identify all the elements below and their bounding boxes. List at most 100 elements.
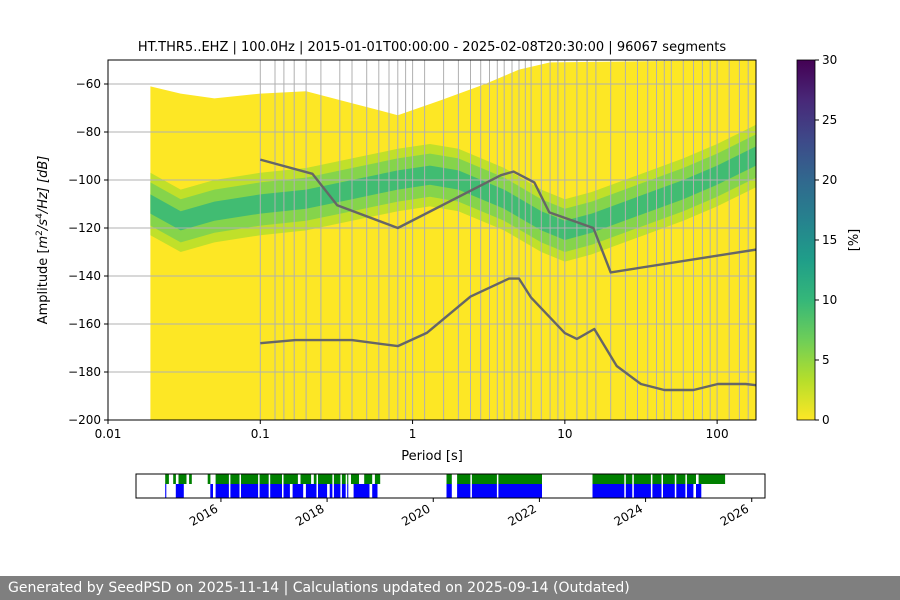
availability-tick-label: 2026	[718, 501, 751, 528]
availability-span-available	[215, 484, 290, 498]
y-label-post: /Hz] [dB]	[36, 156, 51, 215]
availability-gap	[199, 474, 202, 498]
colorbar: 0 5 10 15 20 25 30 [%]	[796, 53, 862, 427]
availability-gap	[239, 474, 241, 498]
noise-model-lines	[259, 158, 756, 392]
colorbar-tick-label: 10	[822, 293, 837, 307]
availability-span-available	[446, 484, 452, 498]
availability-tick-label: 2016	[187, 501, 220, 528]
availability-tick-label: 2020	[399, 501, 432, 528]
availability-bars	[165, 474, 726, 498]
y-tick-label: −100	[68, 173, 101, 187]
chart-title: HT.THR5..EHZ | 100.0Hz | 2015-01-01T00:0…	[138, 40, 726, 55]
grid-lines	[108, 60, 756, 420]
availability-gap	[332, 474, 334, 498]
availability-span-calculated	[189, 474, 192, 484]
availability-tick-label: 2018	[293, 501, 326, 528]
availability-gap	[345, 474, 348, 498]
y-tick-label: −120	[68, 221, 101, 235]
density-band-2	[150, 146, 756, 240]
series-line-nlnm	[260, 277, 756, 392]
y-axis-label: Amplitude [m2/s4/Hz] [dB]	[35, 156, 51, 325]
x-axis: 0.01 0.1 1 10 100	[95, 420, 729, 441]
availability-span-available	[372, 484, 378, 498]
heatmap-layer	[150, 60, 756, 420]
availability-gap	[624, 474, 626, 498]
y-tick-label: −80	[76, 125, 101, 139]
availability-gap	[228, 474, 231, 498]
availability-span-available	[210, 484, 213, 498]
availability-span-calculated	[446, 474, 452, 484]
psd-density-region	[150, 60, 756, 420]
availability-span-available	[165, 484, 167, 498]
availability-span-available	[696, 484, 702, 498]
availability-gap	[496, 474, 499, 498]
availability-span-calculated	[215, 474, 298, 484]
availability-axis: 2016 2018 2020 2022 2024 2026	[187, 498, 753, 529]
availability-gap	[685, 474, 687, 498]
availability-span-calculated	[165, 474, 169, 484]
series-line-nhnm	[259, 158, 756, 274]
x-tick-label: 0.01	[95, 427, 122, 441]
availability-span-calculated	[313, 474, 349, 484]
availability-tick-label: 2024	[612, 501, 645, 528]
availability-span-calculated	[178, 474, 187, 484]
colorbar-ticks: 0 5 10 15 20 25 30	[815, 53, 837, 427]
psd-chart: HT.THR5..EHZ | 100.0Hz | 2015-01-01T00:0…	[35, 40, 862, 529]
availability-span-available	[353, 484, 370, 498]
availability-span-available	[592, 484, 694, 498]
availability-gap	[258, 474, 260, 498]
colorbar-tick-label: 25	[822, 113, 837, 127]
availability-gap	[674, 474, 677, 498]
y-tick-label: −60	[76, 77, 101, 91]
y-tick-label: −140	[68, 269, 101, 283]
y-axis: −60 −80 −100 −120 −140 −160 −180 −200	[68, 77, 108, 427]
y-label-sup2: 2	[35, 230, 45, 236]
availability-span-calculated	[300, 474, 312, 484]
availability-span-available	[457, 484, 542, 498]
availability-span-calculated	[351, 474, 359, 484]
availability-frame	[135, 473, 766, 499]
availability-gap	[316, 474, 318, 498]
y-tick-label: −180	[68, 365, 101, 379]
colorbar-tick-label: 30	[822, 53, 837, 67]
plot-frame	[107, 59, 757, 421]
footer-text: Generated by SeedPSD on 2025-11-14 | Cal…	[8, 580, 630, 596]
footer-bar: Generated by SeedPSD on 2025-11-14 | Cal…	[0, 576, 900, 600]
colorbar-label: [%]	[847, 229, 862, 252]
availability-gap	[661, 474, 663, 498]
plot-area	[107, 59, 757, 421]
x-tick-label: 1	[409, 427, 417, 441]
availability-span-available	[292, 484, 304, 498]
colorbar-tick-label: 15	[822, 233, 837, 247]
availability-span-calculated	[207, 474, 211, 484]
availability-span-available	[329, 484, 349, 498]
availability-span-calculated	[364, 474, 373, 484]
availability-gap	[470, 474, 472, 498]
availability-gap	[340, 474, 342, 498]
y-label-sup4: 4	[35, 213, 45, 219]
y-label-m: m	[36, 236, 51, 249]
colorbar-gradient	[796, 59, 816, 421]
availability-tick-label: 2022	[505, 501, 538, 528]
colorbar-tick-label: 20	[822, 173, 837, 187]
y-tick-label: −160	[68, 317, 101, 331]
colorbar-tick-label: 0	[822, 413, 830, 427]
availability-gap	[650, 474, 653, 498]
availability-span-calculated	[457, 474, 542, 484]
colorbar-tick-label: 5	[822, 353, 830, 367]
availability-span-calculated	[592, 474, 696, 484]
availability-span-calculated	[173, 474, 176, 484]
availability-strip: 2016 2018 2020 2022 2024 2026	[135, 473, 766, 529]
x-tick-label: 10	[557, 427, 572, 441]
x-tick-label: 0.1	[251, 427, 270, 441]
x-axis-label: Period [s]	[401, 449, 463, 464]
availability-span-available	[175, 484, 184, 498]
y-label-pre: Amplitude [	[36, 248, 51, 324]
availability-gap	[268, 474, 271, 498]
availability-span-calculated	[698, 474, 726, 484]
y-tick-label: −200	[68, 413, 101, 427]
y-label-mid: /s	[36, 219, 51, 231]
availability-span-calculated	[374, 474, 381, 484]
availability-gap	[632, 474, 634, 498]
